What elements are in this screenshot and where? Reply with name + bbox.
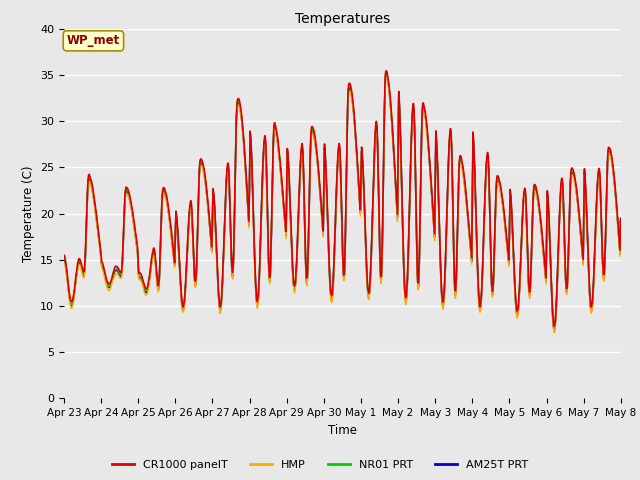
NR01 PRT: [617, 218, 625, 224]
CR1000 panelT: [358, 153, 366, 158]
Title: Temperatures: Temperatures: [295, 12, 390, 26]
CR1000 panelT: [504, 252, 512, 258]
HMP: [550, 330, 558, 336]
CR1000 panelT: [382, 68, 390, 74]
CR1000 panelT: [584, 235, 591, 240]
CR1000 panelT: [371, 145, 378, 151]
Legend: CR1000 panelT, HMP, NR01 PRT, AM25T PRT: CR1000 panelT, HMP, NR01 PRT, AM25T PRT: [107, 456, 533, 474]
AM25T PRT: [382, 71, 390, 77]
HMP: [504, 258, 512, 264]
NR01 PRT: [568, 168, 576, 174]
CR1000 panelT: [617, 216, 625, 222]
NR01 PRT: [358, 156, 366, 161]
HMP: [60, 261, 68, 266]
NR01 PRT: [216, 301, 223, 307]
Y-axis label: Temperature (C): Temperature (C): [22, 165, 35, 262]
Text: WP_met: WP_met: [67, 35, 120, 48]
AM25T PRT: [358, 157, 366, 163]
NR01 PRT: [550, 326, 558, 332]
AM25T PRT: [216, 302, 223, 308]
AM25T PRT: [568, 169, 576, 175]
AM25T PRT: [371, 149, 378, 155]
Line: AM25T PRT: AM25T PRT: [64, 74, 621, 330]
HMP: [568, 172, 576, 178]
HMP: [617, 223, 625, 228]
Line: HMP: HMP: [64, 77, 621, 333]
Line: NR01 PRT: NR01 PRT: [64, 73, 621, 329]
HMP: [358, 160, 366, 166]
HMP: [383, 74, 390, 80]
NR01 PRT: [504, 254, 512, 260]
AM25T PRT: [504, 255, 512, 261]
HMP: [584, 242, 591, 248]
Line: CR1000 panelT: CR1000 panelT: [64, 71, 621, 326]
CR1000 panelT: [568, 166, 576, 171]
HMP: [371, 153, 378, 158]
CR1000 panelT: [216, 299, 223, 305]
NR01 PRT: [382, 70, 390, 76]
X-axis label: Time: Time: [328, 424, 357, 437]
AM25T PRT: [60, 257, 68, 263]
NR01 PRT: [371, 149, 378, 155]
NR01 PRT: [584, 238, 591, 243]
AM25T PRT: [550, 327, 558, 333]
HMP: [216, 305, 223, 311]
AM25T PRT: [584, 238, 591, 244]
CR1000 panelT: [550, 324, 558, 329]
AM25T PRT: [617, 219, 625, 225]
CR1000 panelT: [60, 252, 68, 258]
NR01 PRT: [60, 255, 68, 261]
